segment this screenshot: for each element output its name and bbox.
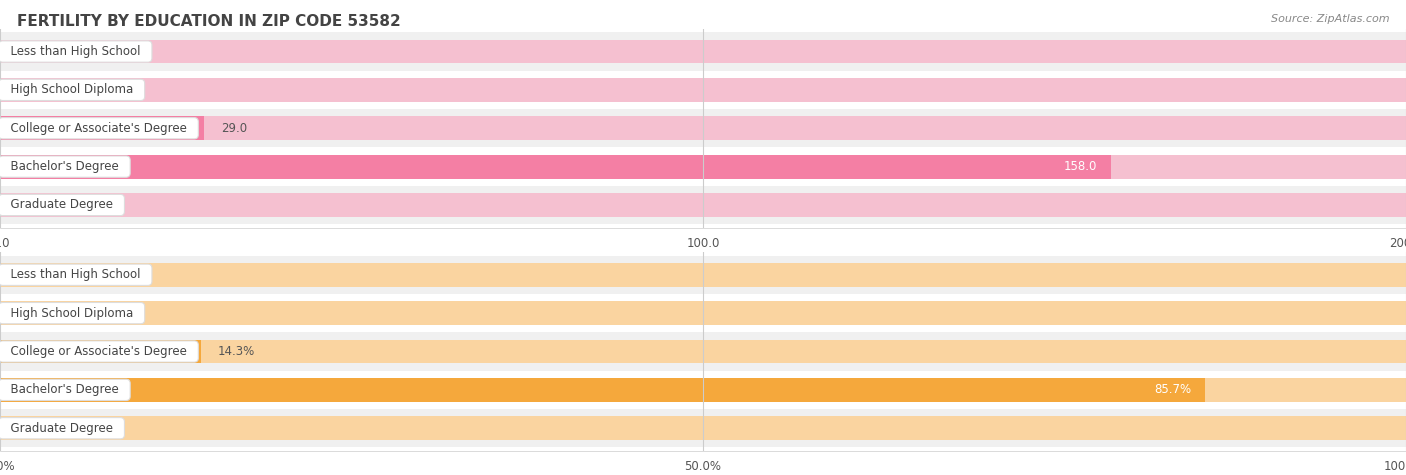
Bar [0, 116, 1406, 140]
Bar [0, 263, 1406, 286]
Text: FERTILITY BY EDUCATION IN ZIP CODE 53582: FERTILITY BY EDUCATION IN ZIP CODE 53582 [17, 14, 401, 29]
Text: 14.3%: 14.3% [218, 345, 254, 358]
Text: Graduate Degree: Graduate Degree [3, 422, 121, 435]
Text: 158.0: 158.0 [1063, 160, 1097, 173]
Bar [0, 116, 204, 140]
Text: 29.0: 29.0 [221, 122, 247, 135]
Bar [0, 155, 1111, 179]
Text: 0.0%: 0.0% [17, 422, 46, 435]
Text: Graduate Degree: Graduate Degree [3, 199, 121, 211]
Bar [0, 39, 1406, 63]
Text: 85.7%: 85.7% [1154, 383, 1191, 396]
Bar [0, 78, 1406, 102]
Text: 0.0: 0.0 [17, 45, 35, 58]
Bar [0, 256, 1406, 294]
Text: 0.0%: 0.0% [17, 307, 46, 320]
Text: College or Associate's Degree: College or Associate's Degree [3, 345, 194, 358]
Text: Less than High School: Less than High School [3, 268, 148, 281]
Text: High School Diploma: High School Diploma [3, 84, 141, 96]
Bar [0, 340, 201, 363]
Text: College or Associate's Degree: College or Associate's Degree [3, 122, 194, 135]
Bar [0, 409, 1406, 447]
Bar [0, 155, 1406, 179]
Bar [0, 147, 1406, 186]
Text: Bachelor's Degree: Bachelor's Degree [3, 160, 127, 173]
Bar [0, 332, 1406, 371]
Bar [0, 370, 1406, 409]
Text: Source: ZipAtlas.com: Source: ZipAtlas.com [1271, 14, 1389, 24]
Bar [0, 378, 1205, 402]
Bar [0, 71, 1406, 109]
Bar [0, 301, 1406, 325]
Text: 0.0: 0.0 [17, 199, 35, 211]
Text: Bachelor's Degree: Bachelor's Degree [3, 383, 127, 396]
Bar [0, 193, 1406, 217]
Bar [0, 186, 1406, 224]
Bar [0, 340, 1406, 363]
Text: 0.0: 0.0 [17, 84, 35, 96]
Text: 0.0%: 0.0% [17, 268, 46, 281]
Bar [0, 416, 1406, 440]
Text: Less than High School: Less than High School [3, 45, 148, 58]
Bar [0, 109, 1406, 147]
Bar [0, 294, 1406, 332]
Text: High School Diploma: High School Diploma [3, 307, 141, 320]
Bar [0, 378, 1406, 402]
Bar [0, 32, 1406, 71]
